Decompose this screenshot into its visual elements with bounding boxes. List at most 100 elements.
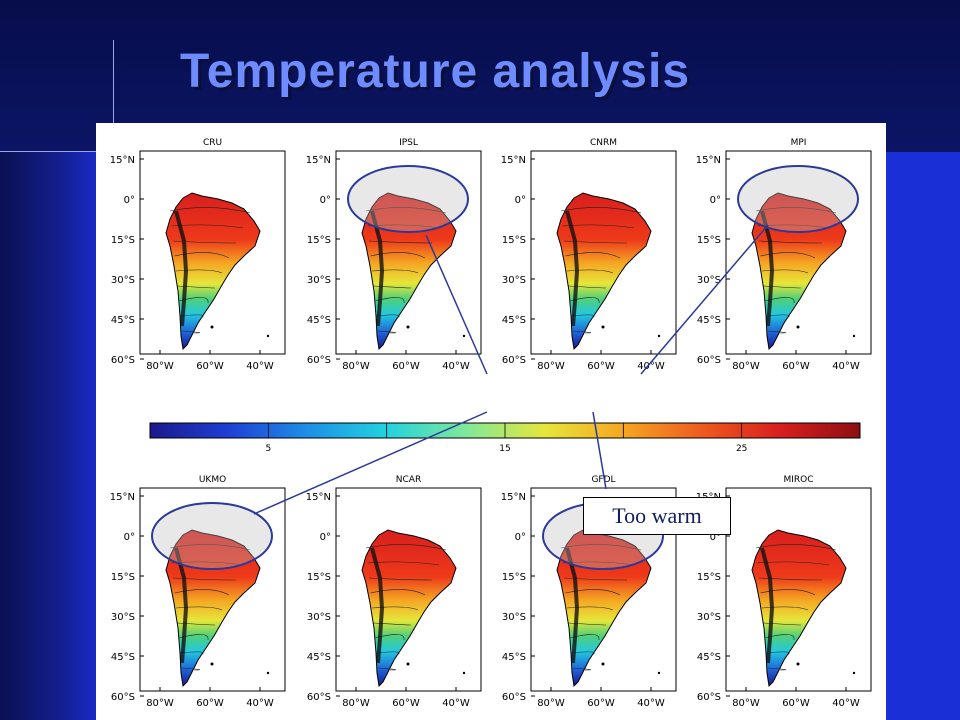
lat-tick-label: 15°S (307, 235, 331, 246)
contour-line (560, 207, 642, 214)
contour-line (767, 330, 787, 334)
lat-tick-label: 45°S (502, 652, 526, 663)
colorbar-tick-label: 5 (265, 444, 271, 454)
lat-tick-label: 0° (320, 195, 331, 206)
lat-tick-label: 15°S (697, 572, 721, 583)
lon-tick-label: 40°W (637, 698, 665, 709)
map-panel-title: MPI (791, 138, 807, 148)
lat-tick-label: 0° (515, 195, 526, 206)
contour-line (760, 252, 816, 259)
contour-line (766, 651, 790, 656)
left-decor-band (0, 152, 96, 720)
lat-tick-label: 60°S (502, 692, 526, 703)
lon-tick-label: 40°W (637, 361, 665, 372)
lat-tick-label: 60°S (111, 355, 135, 366)
highlight-ellipse (151, 502, 273, 570)
island-mark (657, 334, 661, 338)
contour-line (563, 577, 628, 581)
lat-tick-label: 45°S (111, 315, 135, 326)
lon-tick-label: 60°W (782, 361, 810, 372)
lat-tick-label: 30°S (111, 275, 135, 286)
contour-line (181, 330, 201, 334)
contour-line (180, 651, 204, 656)
lat-tick-label: 30°S (307, 612, 331, 623)
lat-tick-label: 15°N (306, 155, 331, 166)
lat-tick-label: 15°S (697, 235, 721, 246)
lat-tick-label: 60°S (502, 355, 526, 366)
contour-line (175, 269, 223, 274)
lat-tick-label: 0° (710, 532, 721, 543)
map-panel-ukmo: UKMO 15°N 0° 15°S 30°S 45°S 60°S 80°W 60°W 40°W (110, 475, 286, 709)
map-panel-title: GFDL (591, 475, 615, 485)
contour-line (174, 589, 230, 596)
lat-tick-label: 30°S (502, 275, 526, 286)
lat-tick-label: 30°S (111, 612, 135, 623)
contour-line (571, 314, 595, 319)
lon-tick-label: 60°W (196, 698, 224, 709)
lon-tick-label: 40°W (246, 698, 274, 709)
lon-tick-label: 80°W (732, 698, 760, 709)
connector-line (425, 234, 488, 375)
lat-tick-label: 15°S (111, 235, 135, 246)
lon-tick-label: 80°W (537, 698, 565, 709)
island-mark (462, 334, 466, 338)
andes-contours (565, 547, 580, 664)
map-panel-title: CNRM (590, 138, 617, 148)
too-warm-callout: Too warm (583, 497, 731, 535)
contour-line (373, 285, 412, 289)
contour-line (169, 207, 251, 214)
island-mark (462, 671, 466, 675)
decor-vertical-line (113, 40, 114, 152)
map-panel-title: NCAR (396, 475, 421, 485)
lon-tick-label: 80°W (146, 361, 174, 372)
lat-tick-label: 15°S (502, 235, 526, 246)
island-mark (852, 671, 856, 675)
lat-tick-label: 15°N (306, 492, 331, 503)
contour-line (377, 667, 397, 671)
connector-line (640, 224, 769, 375)
contour-line (177, 622, 216, 626)
lat-tick-label: 30°S (502, 612, 526, 623)
lat-tick-label: 15°N (501, 492, 526, 503)
island-mark (266, 334, 270, 338)
colorbar-tick-label: 15 (499, 444, 510, 454)
lat-tick-label: 15°S (111, 572, 135, 583)
lat-tick-label: 60°S (697, 692, 721, 703)
lat-tick-label: 0° (515, 532, 526, 543)
andes-contours (760, 210, 775, 327)
map-panel-cru: CRU 15°N 0° 15°S 30°S 45°S 60°S 80°W 60°W 40°W (110, 138, 286, 372)
contour-line (376, 651, 400, 656)
lat-tick-label: 45°S (697, 652, 721, 663)
map-panel-title: MIROC (783, 475, 813, 485)
contour-line (566, 269, 614, 274)
andes-contours (174, 210, 189, 327)
andes-contours (370, 210, 385, 327)
lon-tick-label: 40°W (442, 698, 470, 709)
slide-title: Temperature analysis (180, 45, 691, 98)
contour-line (370, 589, 426, 596)
contour-line (377, 330, 397, 334)
contour-line (763, 285, 802, 289)
contour-line (767, 667, 787, 671)
colorbar-tick-label: 25 (736, 444, 747, 454)
island-mark (601, 662, 605, 666)
map-panel-ipsl: IPSL 15°N 0° 15°S 30°S 45°S 60°S 80°W 60°W 40°W (306, 138, 482, 372)
island-mark (210, 325, 214, 329)
andes-contours (370, 547, 385, 664)
map-panel-mpi: MPI 15°N 0° 15°S 30°S 45°S 60°S 80°W 60°W 40°W (696, 138, 872, 372)
lon-tick-label: 80°W (146, 698, 174, 709)
temperature-map-figure: CRU 15°N 0° 15°S 30°S 45°S 60°S 80°W 60°W 40°W IPS… (96, 123, 886, 720)
contour-line (181, 667, 201, 671)
lat-tick-label: 60°S (111, 692, 135, 703)
callout-connectors (253, 224, 769, 515)
lat-tick-label: 15°S (502, 572, 526, 583)
map-panel-miroc: MIROC15°N0°15°S30°S45°S60°S80°W60°W40°W (696, 475, 872, 709)
lon-tick-label: 60°W (392, 698, 420, 709)
lon-tick-label: 60°W (196, 361, 224, 372)
andes-contours (760, 547, 775, 664)
contour-line (371, 269, 419, 274)
highlight-ellipse (737, 165, 859, 233)
lat-tick-label: 0° (710, 195, 721, 206)
decor-horizontal-line (0, 151, 96, 152)
highlight-ellipse (347, 165, 469, 233)
